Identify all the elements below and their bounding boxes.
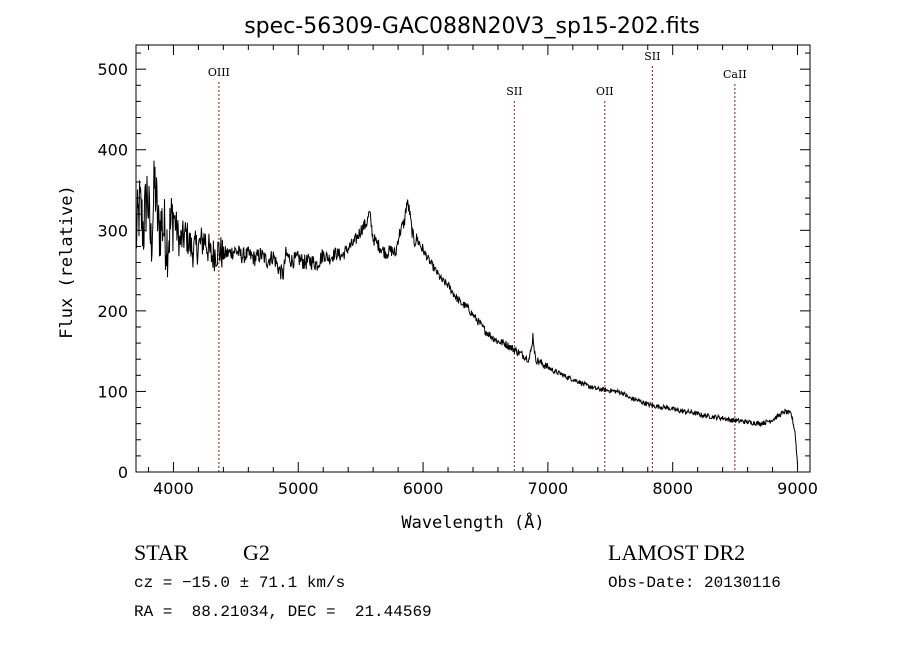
x-tick-label: 9000 (777, 479, 818, 498)
spectral-line-label: CaII (723, 68, 747, 81)
spectral-line-label: OIII (208, 66, 230, 79)
x-tick-label: 8000 (652, 479, 693, 498)
redshift-line: cz = −15.0 ± 71.1 km/s (134, 574, 346, 592)
y-axis-label: Flux (relative) (57, 185, 77, 339)
y-tick-label: 400 (97, 141, 128, 160)
object-subclass: G2 (243, 540, 270, 565)
object-class: STAR (134, 540, 189, 565)
spectral-line-label: SII (644, 50, 660, 63)
coordinates-line: RA = 88.21034, DEC = 21.44569 (134, 603, 432, 621)
y-tick-label: 100 (97, 382, 128, 401)
x-tick-label: 7000 (528, 479, 569, 498)
x-tick-label: 6000 (403, 479, 444, 498)
spectral-line-markers: OIII SII OII SII CaII (208, 50, 747, 472)
x-tick-label: 5000 (278, 479, 319, 498)
chart-title: spec-56309-GAC088N20V3_sp15-202.fits (244, 14, 700, 39)
y-tick-label: 500 (97, 60, 128, 79)
plot-frame (135, 44, 811, 473)
y-tick-label: 0 (118, 463, 128, 482)
axis-ticks: 4000 5000 6000 7000 8000 9000 0 100 200 300 400 500 (97, 45, 818, 498)
x-axis-label: Wavelength (Å) (401, 511, 544, 533)
spectral-line-label: SII (506, 85, 522, 98)
obs-date-line: Obs-Date: 20130116 (608, 574, 781, 592)
spectral-line-label: OII (596, 85, 614, 98)
y-tick-label: 300 (97, 221, 128, 240)
spectrum-series-line (135, 160, 798, 465)
spectrum-chart: spec-56309-GAC088N20V3_sp15-202.fits OII… (57, 14, 818, 533)
x-tick-label: 4000 (153, 479, 194, 498)
survey-name: LAMOST DR2 (608, 540, 746, 565)
y-tick-label: 200 (97, 302, 128, 321)
